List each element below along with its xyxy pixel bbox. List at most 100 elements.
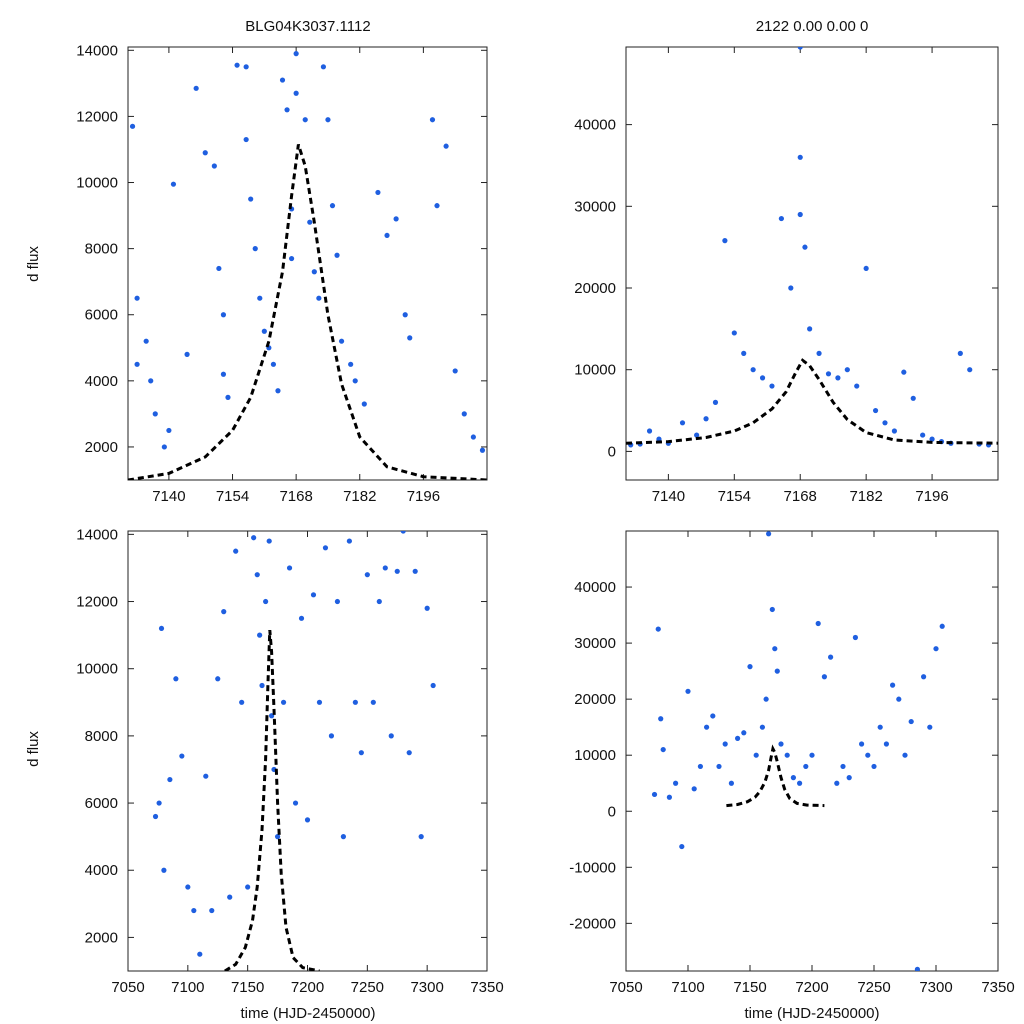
data-point	[803, 763, 809, 770]
y-tick-label: 0	[608, 803, 616, 820]
data-point	[348, 361, 354, 367]
y-tick-label: 6000	[85, 795, 118, 812]
data-point	[161, 867, 167, 873]
data-point	[802, 244, 808, 250]
data-point	[921, 674, 927, 680]
data-point	[929, 436, 935, 442]
data-point	[784, 752, 790, 758]
data-point	[772, 646, 778, 652]
plot-frame	[625, 46, 999, 481]
data-point	[361, 401, 367, 407]
data-point	[778, 741, 784, 747]
panel-bottom-left: 7050 7100 7150 7200 7250 7300 7350 2000 4000 6000…	[76, 526, 503, 996]
model-curve	[626, 358, 998, 445]
y-tick-label: 10000	[574, 747, 616, 764]
data-point	[728, 780, 735, 786]
panel-bottom-right: 7050 7100 7150 7200 7250 7300 7350 -20000 -10000…	[569, 530, 1015, 996]
data-point	[220, 371, 227, 377]
data-point	[338, 338, 345, 344]
data-point	[816, 350, 822, 356]
plot-frame	[127, 46, 488, 481]
y-tick-label: 2000	[85, 439, 118, 456]
x-tick-label: 7250	[857, 979, 890, 996]
y-tick-label: 2000	[85, 929, 118, 946]
data-point	[225, 394, 231, 400]
data-point	[424, 605, 430, 611]
data-point	[166, 427, 172, 434]
data-point	[322, 545, 329, 551]
data-point	[393, 216, 399, 222]
data-point	[263, 598, 269, 605]
data-point	[134, 295, 140, 301]
data-point	[216, 265, 222, 272]
data-point	[797, 154, 803, 160]
data-points	[628, 47, 992, 448]
data-point	[370, 699, 376, 705]
y-tick-label: 10000	[76, 661, 118, 678]
plot-frame	[127, 530, 488, 972]
data-point	[316, 295, 322, 301]
data-point	[328, 733, 335, 739]
data-point	[358, 750, 364, 756]
data-point	[479, 447, 486, 453]
data-point	[257, 632, 263, 638]
data-point	[797, 211, 803, 218]
data-point	[400, 531, 406, 534]
data-point	[233, 548, 239, 554]
data-point	[148, 378, 154, 384]
data-point	[920, 432, 926, 438]
data-point	[412, 568, 418, 574]
data-point	[394, 568, 400, 574]
data-point	[257, 295, 263, 301]
data-point	[346, 538, 352, 544]
data-point	[284, 107, 290, 113]
data-point	[167, 776, 173, 783]
data-point	[288, 255, 295, 262]
data-point	[384, 232, 390, 239]
data-point	[293, 90, 299, 96]
data-point	[239, 699, 245, 705]
y-tick-label: 8000	[85, 241, 118, 258]
y-tick-label: 12000	[76, 594, 118, 611]
y-tick-label: 10000	[76, 175, 118, 192]
data-point	[275, 388, 281, 394]
data-point	[220, 312, 227, 318]
data-point	[209, 907, 215, 914]
data-point	[778, 215, 784, 222]
model-curve	[224, 629, 320, 971]
y-tick-label: 40000	[574, 579, 616, 596]
y-tick-label: 20000	[574, 280, 616, 297]
data-point	[658, 716, 664, 722]
xlabel-bottom-right: time (HJD-2450000)	[744, 1005, 879, 1022]
data-point	[927, 724, 933, 730]
data-point	[747, 664, 753, 670]
title-left: BLG04K3037.1112	[245, 18, 370, 35]
data-point	[179, 753, 185, 759]
data-point	[846, 775, 852, 781]
data-point	[753, 752, 759, 758]
data-point	[891, 428, 898, 434]
data-point	[304, 817, 311, 823]
y-tick-label: -10000	[569, 859, 616, 876]
data-point	[835, 375, 841, 381]
data-point	[896, 696, 902, 702]
x-tick-label: 7100	[671, 979, 704, 996]
data-point	[286, 565, 293, 571]
data-point	[722, 238, 728, 244]
x-tick-label: 7140	[652, 488, 685, 505]
data-points	[152, 531, 436, 957]
data-point	[759, 724, 766, 730]
ylabel-bottom: d flux	[25, 731, 42, 767]
y-tick-label: 30000	[574, 198, 616, 215]
data-point	[685, 688, 691, 694]
data-point	[185, 884, 191, 890]
data-point	[184, 351, 190, 357]
data-point	[316, 699, 323, 705]
data-point	[790, 775, 797, 781]
data-point	[261, 328, 267, 334]
data-point	[352, 699, 358, 705]
data-point	[655, 626, 661, 632]
data-point	[712, 399, 719, 405]
panel-top-right: 7140 7154 7168 7182 7196 0 10000 20000 30000 4000…	[574, 46, 999, 505]
